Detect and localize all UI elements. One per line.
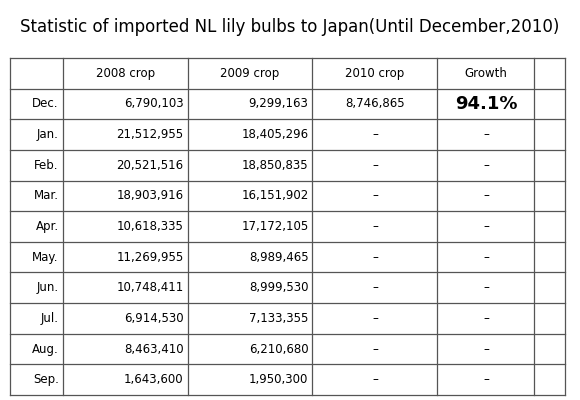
Text: –: – (372, 281, 378, 294)
Text: –: – (483, 251, 489, 264)
Text: May.: May. (32, 251, 59, 264)
Text: –: – (483, 342, 489, 356)
Text: 16,151,902: 16,151,902 (241, 189, 309, 202)
Text: 17,172,105: 17,172,105 (241, 220, 309, 233)
Text: 8,989,465: 8,989,465 (249, 251, 309, 264)
Text: Jul.: Jul. (41, 312, 59, 325)
Text: 94.1%: 94.1% (455, 95, 517, 113)
Text: 10,618,335: 10,618,335 (117, 220, 184, 233)
Text: –: – (372, 373, 378, 386)
Text: Aug.: Aug. (32, 342, 59, 356)
Text: 20,521,516: 20,521,516 (117, 159, 184, 172)
Text: –: – (372, 189, 378, 202)
Text: 10,748,411: 10,748,411 (117, 281, 184, 294)
Text: Apr.: Apr. (35, 220, 59, 233)
Text: 18,405,296: 18,405,296 (241, 128, 309, 141)
Text: Dec.: Dec. (32, 98, 59, 110)
Text: 8,746,865: 8,746,865 (345, 98, 405, 110)
Text: 8,463,410: 8,463,410 (124, 342, 184, 356)
Text: –: – (372, 128, 378, 141)
Text: –: – (372, 159, 378, 172)
Text: Sep.: Sep. (33, 373, 59, 386)
Text: 11,269,955: 11,269,955 (117, 251, 184, 264)
Text: Statistic of imported NL lily bulbs to Japan(Until December,2010): Statistic of imported NL lily bulbs to J… (20, 18, 560, 36)
Text: 8,999,530: 8,999,530 (249, 281, 309, 294)
Text: 6,790,103: 6,790,103 (124, 98, 184, 110)
Text: 18,850,835: 18,850,835 (242, 159, 309, 172)
Text: –: – (372, 342, 378, 356)
Text: 7,133,355: 7,133,355 (249, 312, 309, 325)
Text: Feb.: Feb. (34, 159, 59, 172)
Text: –: – (483, 189, 489, 202)
Text: 18,903,916: 18,903,916 (117, 189, 184, 202)
Text: –: – (372, 312, 378, 325)
Text: –: – (483, 281, 489, 294)
Text: 2010 crop: 2010 crop (345, 67, 404, 80)
Text: –: – (483, 128, 489, 141)
Text: 1,643,600: 1,643,600 (124, 373, 184, 386)
Text: 2008 crop: 2008 crop (96, 67, 155, 80)
Text: 9,299,163: 9,299,163 (249, 98, 309, 110)
Text: Jun.: Jun. (37, 281, 59, 294)
Text: –: – (483, 159, 489, 172)
Text: Jan.: Jan. (37, 128, 59, 141)
Text: 21,512,955: 21,512,955 (117, 128, 184, 141)
Text: 6,914,530: 6,914,530 (124, 312, 184, 325)
Text: 2009 crop: 2009 crop (220, 67, 280, 80)
Text: –: – (483, 312, 489, 325)
Text: Mar.: Mar. (34, 189, 59, 202)
Text: 1,950,300: 1,950,300 (249, 373, 309, 386)
Text: –: – (372, 251, 378, 264)
Text: –: – (483, 373, 489, 386)
Text: –: – (483, 220, 489, 233)
Text: –: – (372, 220, 378, 233)
Text: 6,210,680: 6,210,680 (249, 342, 309, 356)
Text: Growth: Growth (465, 67, 508, 80)
